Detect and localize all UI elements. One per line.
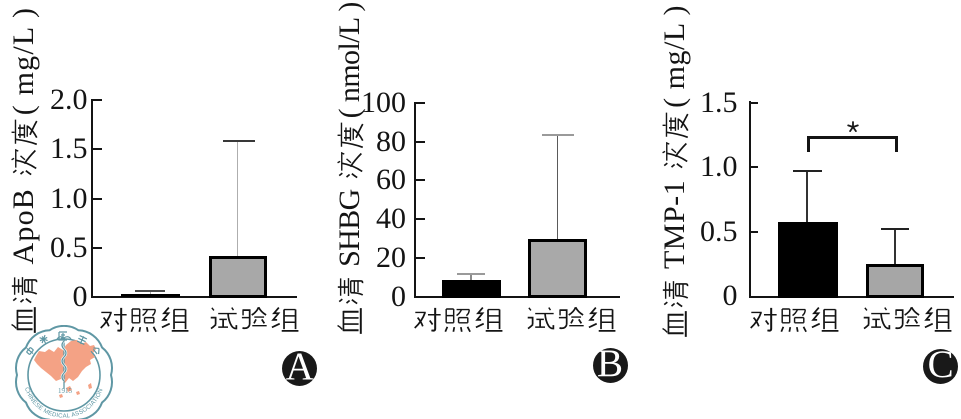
svg-text:1915: 1915 — [58, 387, 73, 395]
